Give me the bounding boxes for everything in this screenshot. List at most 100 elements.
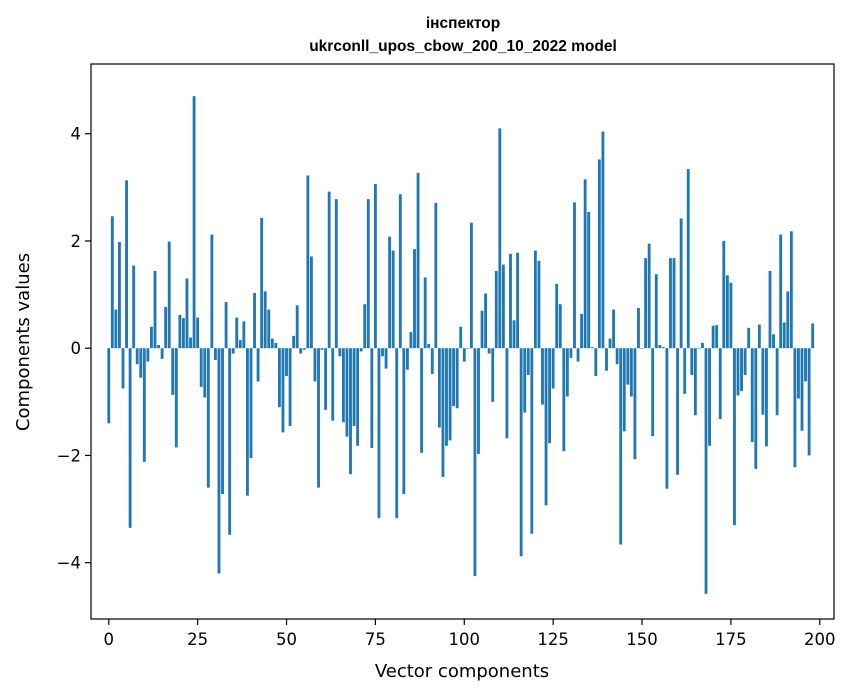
- bar: [338, 348, 342, 357]
- bar: [672, 258, 676, 349]
- bar: [601, 131, 605, 349]
- bar: [352, 348, 356, 426]
- bar: [349, 348, 352, 475]
- bar: [437, 348, 441, 428]
- bar: [473, 348, 477, 577]
- bar: [185, 278, 189, 349]
- bar: [281, 348, 285, 433]
- bar: [576, 348, 580, 362]
- bar: [477, 348, 480, 454]
- bar: [711, 325, 715, 349]
- bar: [494, 270, 498, 349]
- bar: [224, 302, 228, 349]
- bar: [359, 348, 363, 352]
- bar: [629, 348, 633, 397]
- bar: [157, 344, 160, 349]
- bar: [189, 337, 192, 349]
- bar: [341, 348, 345, 423]
- bar: [754, 348, 758, 469]
- bar: [633, 348, 637, 460]
- bar: [178, 314, 182, 349]
- bar: [651, 348, 655, 437]
- bar: [715, 325, 719, 349]
- bar: [533, 250, 537, 349]
- chart-title: інспектор: [426, 15, 500, 32]
- y-axis-ticks: −4 −2 0 2 4: [57, 125, 91, 573]
- bar: [299, 348, 303, 354]
- bar: [317, 348, 320, 488]
- bar: [530, 348, 534, 534]
- bar: [747, 327, 751, 349]
- bar: [562, 348, 566, 452]
- bar: [622, 348, 626, 432]
- bar: [302, 348, 306, 350]
- bar: [132, 265, 136, 349]
- y-tick-label: 4: [71, 125, 82, 144]
- bar: [509, 253, 512, 349]
- bar: [743, 348, 747, 376]
- x-tick-label: 75: [365, 630, 386, 649]
- bar: [331, 348, 335, 421]
- x-tick-label: 175: [715, 630, 747, 649]
- bar: [153, 270, 157, 349]
- bar: [573, 202, 576, 349]
- bar: [484, 293, 488, 349]
- bar: [171, 348, 175, 395]
- bar: [114, 309, 118, 349]
- bar: [423, 277, 427, 349]
- bar: [416, 172, 420, 349]
- bar: [740, 348, 743, 392]
- bar: [757, 324, 761, 349]
- bar: [558, 304, 562, 349]
- bar: [182, 318, 185, 349]
- y-tick-label: −2: [57, 446, 81, 465]
- bar: [139, 348, 143, 378]
- bar: [135, 348, 139, 365]
- x-axis-ticks: 0 25 50 75 100 125 150 175 200: [104, 619, 836, 649]
- bar: [430, 348, 434, 374]
- bar: [221, 348, 224, 495]
- bar: [523, 348, 527, 413]
- chart-subtitle: ukrconll_upos_cbow_200_10_2022 model: [309, 38, 617, 55]
- bar: [405, 348, 409, 370]
- bar: [235, 317, 239, 349]
- bar: [569, 348, 573, 358]
- bar: [384, 348, 388, 369]
- bar: [125, 180, 128, 349]
- bar: [626, 348, 630, 385]
- bar: [658, 344, 662, 349]
- bar: [501, 264, 505, 349]
- bar: [377, 348, 381, 519]
- bar: [516, 252, 520, 349]
- bar: [427, 343, 431, 349]
- x-axis-label: Vector components: [375, 661, 549, 682]
- bar: [402, 348, 406, 495]
- bar: [580, 313, 584, 349]
- bar: [654, 274, 658, 349]
- bar: [811, 323, 815, 349]
- bar: [761, 348, 765, 415]
- bar: [779, 234, 783, 349]
- bar: [605, 348, 608, 371]
- bar: [246, 348, 249, 496]
- bar: [146, 348, 150, 362]
- bar: [775, 348, 779, 416]
- bar: [199, 348, 203, 387]
- bar: [309, 256, 313, 349]
- y-tick-label: 2: [71, 232, 82, 251]
- bar: [466, 348, 470, 349]
- bar: [782, 322, 786, 349]
- bar: [373, 184, 377, 349]
- bar: [285, 348, 288, 377]
- bar: [356, 348, 360, 446]
- bar: [679, 218, 683, 349]
- bar: [676, 348, 679, 475]
- bar: [256, 348, 260, 382]
- bar: [619, 348, 623, 545]
- bar: [704, 348, 708, 594]
- bar: [541, 348, 544, 405]
- bar: [128, 348, 132, 528]
- bar: [192, 96, 196, 349]
- bar: [526, 348, 530, 376]
